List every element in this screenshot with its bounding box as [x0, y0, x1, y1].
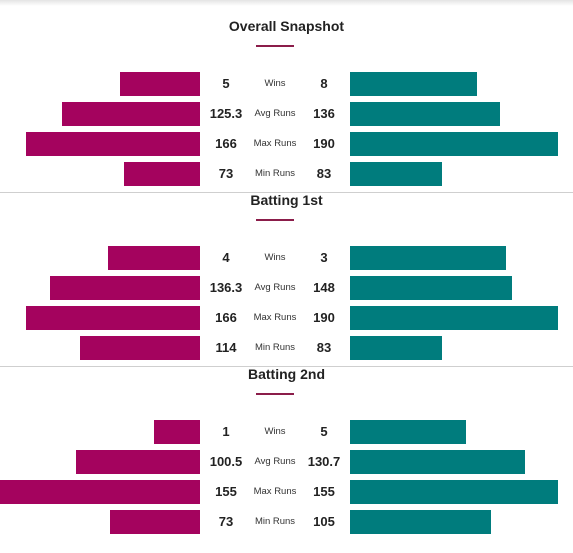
- stat-row: 125.3 Avg Runs 136: [0, 102, 573, 126]
- stat-row: 4 Wins 3: [0, 246, 573, 270]
- right-team-value: 148: [313, 280, 335, 295]
- top-shadow: [0, 0, 573, 6]
- right-team-value: 105: [313, 514, 335, 529]
- right-team-value: 83: [316, 340, 332, 355]
- metric-label: Max Runs: [253, 138, 297, 149]
- left-team-value: 73: [218, 166, 234, 181]
- section-divider: [0, 192, 573, 193]
- section-divider: [0, 366, 573, 367]
- stat-row: 166 Max Runs 190: [0, 132, 573, 156]
- left-team-bar: [26, 306, 200, 330]
- right-team-bar: [350, 102, 500, 126]
- title-underline: [256, 45, 294, 47]
- right-team-value: 190: [313, 136, 335, 151]
- metric-label: Min Runs: [254, 342, 296, 353]
- stat-row: 73 Min Runs 83: [0, 162, 573, 186]
- left-team-bar: [124, 162, 200, 186]
- left-team-bar: [154, 420, 200, 444]
- left-team-bar: [76, 450, 200, 474]
- left-team-bar: [50, 276, 200, 300]
- left-team-value: 4: [222, 250, 230, 265]
- right-team-value: 8: [320, 76, 328, 91]
- left-team-value: 125.3: [209, 106, 243, 121]
- stat-row: 166 Max Runs 190: [0, 306, 573, 330]
- right-team-value: 136: [313, 106, 335, 121]
- stat-row: 136.3 Avg Runs 148: [0, 276, 573, 300]
- right-team-value: 190: [313, 310, 335, 325]
- section-title: Batting 2nd: [248, 366, 325, 382]
- right-team-bar: [350, 276, 512, 300]
- metric-label: Min Runs: [254, 168, 296, 179]
- left-team-bar: [110, 510, 200, 534]
- metric-label: Avg Runs: [254, 456, 296, 467]
- stat-row: 73 Min Runs 105: [0, 510, 573, 534]
- metric-label: Wins: [264, 252, 286, 263]
- right-team-value: 3: [320, 250, 328, 265]
- left-team-value: 1: [222, 424, 230, 439]
- left-team-bar: [120, 72, 200, 96]
- metric-label: Max Runs: [253, 312, 297, 323]
- left-team-bar: [108, 246, 200, 270]
- stat-row: 100.5 Avg Runs 130.7: [0, 450, 573, 474]
- right-team-value: 5: [320, 424, 328, 439]
- right-team-bar: [350, 420, 466, 444]
- left-team-value: 73: [218, 514, 234, 529]
- right-team-value: 130.7: [307, 454, 341, 469]
- right-team-bar: [350, 510, 491, 534]
- right-team-bar: [350, 132, 558, 156]
- section-title: Overall Snapshot: [228, 18, 345, 34]
- stat-row: 1 Wins 5: [0, 420, 573, 444]
- right-team-bar: [350, 246, 506, 270]
- stat-row: 114 Min Runs 83: [0, 336, 573, 360]
- left-team-value: 5: [222, 76, 230, 91]
- metric-label: Avg Runs: [254, 108, 296, 119]
- stat-row: 155 Max Runs 155: [0, 480, 573, 504]
- left-team-value: 100.5: [209, 454, 243, 469]
- right-team-value: 83: [316, 166, 332, 181]
- right-team-bar: [350, 306, 558, 330]
- right-team-bar: [350, 450, 525, 474]
- left-team-value: 114: [215, 340, 237, 355]
- right-team-bar: [350, 336, 442, 360]
- right-team-value: 155: [313, 484, 335, 499]
- left-team-value: 166: [215, 136, 237, 151]
- right-team-bar: [350, 72, 477, 96]
- right-team-bar: [350, 480, 558, 504]
- left-team-bar: [0, 480, 200, 504]
- title-underline: [256, 393, 294, 395]
- left-team-bar: [26, 132, 200, 156]
- left-team-value: 155: [215, 484, 237, 499]
- metric-label: Min Runs: [254, 516, 296, 527]
- section-title: Batting 1st: [250, 192, 323, 208]
- title-underline: [256, 219, 294, 221]
- stat-row: 5 Wins 8: [0, 72, 573, 96]
- metric-label: Wins: [264, 78, 286, 89]
- left-team-value: 136.3: [209, 280, 243, 295]
- left-team-value: 166: [215, 310, 237, 325]
- left-team-bar: [62, 102, 200, 126]
- left-team-bar: [80, 336, 200, 360]
- metric-label: Avg Runs: [254, 282, 296, 293]
- metric-label: Wins: [264, 426, 286, 437]
- metric-label: Max Runs: [253, 486, 297, 497]
- right-team-bar: [350, 162, 442, 186]
